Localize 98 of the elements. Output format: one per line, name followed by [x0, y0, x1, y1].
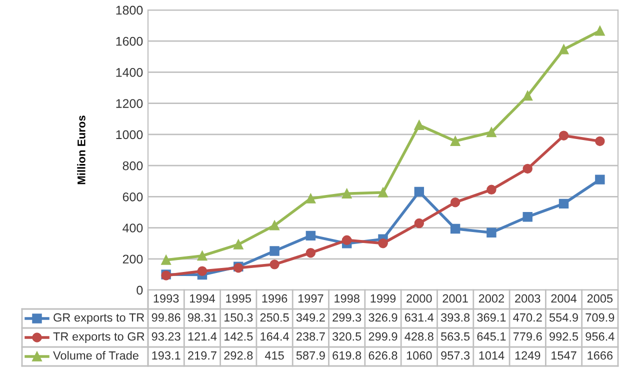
point	[522, 90, 532, 101]
x-tick-label: 1995	[226, 294, 252, 303]
point	[270, 246, 280, 256]
x-tick-label: 1993	[154, 294, 179, 303]
x-tick-label: 1994	[190, 294, 216, 303]
data-label: 956.4	[586, 332, 614, 341]
y-tick-label: 400	[122, 224, 143, 232]
point	[234, 240, 244, 250]
data-label: 554.9	[549, 313, 578, 322]
point	[522, 212, 532, 222]
data-label: 326.9	[368, 313, 398, 322]
point	[161, 255, 171, 265]
data-label: 1060	[406, 351, 432, 360]
point	[558, 130, 569, 140]
point	[342, 188, 352, 198]
data-label: 292.8	[224, 351, 253, 360]
data-label: 99.86	[152, 313, 180, 322]
data-label: 631.4	[404, 313, 434, 322]
data-label: 709.9	[586, 313, 614, 322]
point	[306, 248, 316, 258]
data-label: 219.7	[188, 351, 216, 360]
point	[378, 238, 388, 248]
x-tick-label: 1999	[370, 294, 396, 303]
data-label: 992.5	[550, 332, 578, 341]
x-tick-label: 1996	[262, 294, 288, 303]
x-tick-label: 2003	[515, 294, 540, 303]
y-axis-title: Million Euros	[77, 116, 86, 184]
point	[558, 198, 569, 209]
point	[558, 44, 569, 54]
y-tick-label: 0	[136, 286, 143, 295]
y-tick-label: 800	[122, 161, 143, 170]
x-tick-label: 2005	[587, 294, 613, 303]
data-label: 1666	[588, 351, 613, 360]
x-tick-label: 2004	[551, 294, 577, 303]
data-label: 98.31	[188, 313, 216, 322]
y-tick-label: 600	[122, 192, 143, 202]
data-label: 626.8	[368, 351, 398, 360]
y-tick-label: 1000	[116, 130, 143, 140]
point	[595, 26, 605, 36]
legend-label: TR exports to GR	[53, 332, 144, 343]
data-label: 93.23	[152, 332, 180, 341]
point	[486, 127, 496, 138]
point	[414, 186, 424, 197]
point	[450, 197, 460, 208]
data-label: 238.7	[296, 332, 325, 341]
data-label: 250.5	[260, 313, 289, 322]
y-tick-label: 1400	[116, 68, 143, 77]
point	[342, 235, 352, 246]
point	[595, 136, 605, 146]
point	[306, 230, 316, 241]
x-tick-label: 2001	[442, 294, 468, 303]
data-label: 393.8	[440, 313, 470, 322]
data-label: 957.3	[441, 351, 470, 360]
data-label: 369.1	[477, 313, 506, 322]
data-label: 164.4	[260, 332, 289, 341]
data-label: 779.6	[513, 332, 542, 341]
x-tick-label: 2000	[406, 294, 432, 303]
point	[414, 120, 424, 130]
data-label: 619.8	[332, 351, 362, 360]
point	[414, 218, 424, 228]
legend-label: GR exports to TR	[54, 313, 144, 324]
data-label: 150.3	[224, 313, 253, 322]
data-label: 428.8	[404, 332, 434, 341]
data-label: 349.2	[296, 313, 325, 322]
data-label: 142.5	[224, 332, 253, 341]
data-label: 320.5	[332, 332, 362, 341]
point	[270, 260, 280, 270]
data-label: 470.2	[513, 313, 542, 322]
y-tick-label: 200	[122, 254, 143, 264]
y-tick-label: 1800	[116, 6, 143, 15]
x-tick-label: 1997	[298, 294, 324, 303]
data-label: 193.1	[152, 351, 180, 360]
data-label: 563.5	[441, 332, 470, 341]
data-label: 415	[264, 351, 284, 360]
data-label: 587.9	[296, 351, 325, 360]
legend-label: Volume of Trade	[53, 350, 138, 360]
y-tick-label: 1200	[116, 99, 143, 108]
point	[197, 266, 208, 276]
data-label: 1547	[552, 351, 576, 360]
data-label: 299.9	[368, 332, 398, 341]
point	[270, 220, 280, 230]
data-label: 1249	[515, 351, 540, 360]
y-tick-label: 1600	[116, 36, 143, 46]
point	[450, 224, 460, 234]
point	[595, 174, 605, 184]
data-label: 121.4	[188, 332, 217, 341]
point	[450, 136, 460, 146]
x-tick-label: 1998	[334, 294, 360, 303]
point	[306, 194, 316, 204]
point	[378, 188, 388, 198]
point	[486, 228, 496, 238]
data-label: 299.3	[332, 313, 362, 322]
point	[486, 184, 496, 195]
data-label: 1014	[479, 351, 504, 360]
point	[197, 250, 208, 261]
point	[522, 164, 532, 174]
data-label: 645.1	[477, 332, 506, 341]
x-tick-label: 2002	[478, 294, 504, 303]
